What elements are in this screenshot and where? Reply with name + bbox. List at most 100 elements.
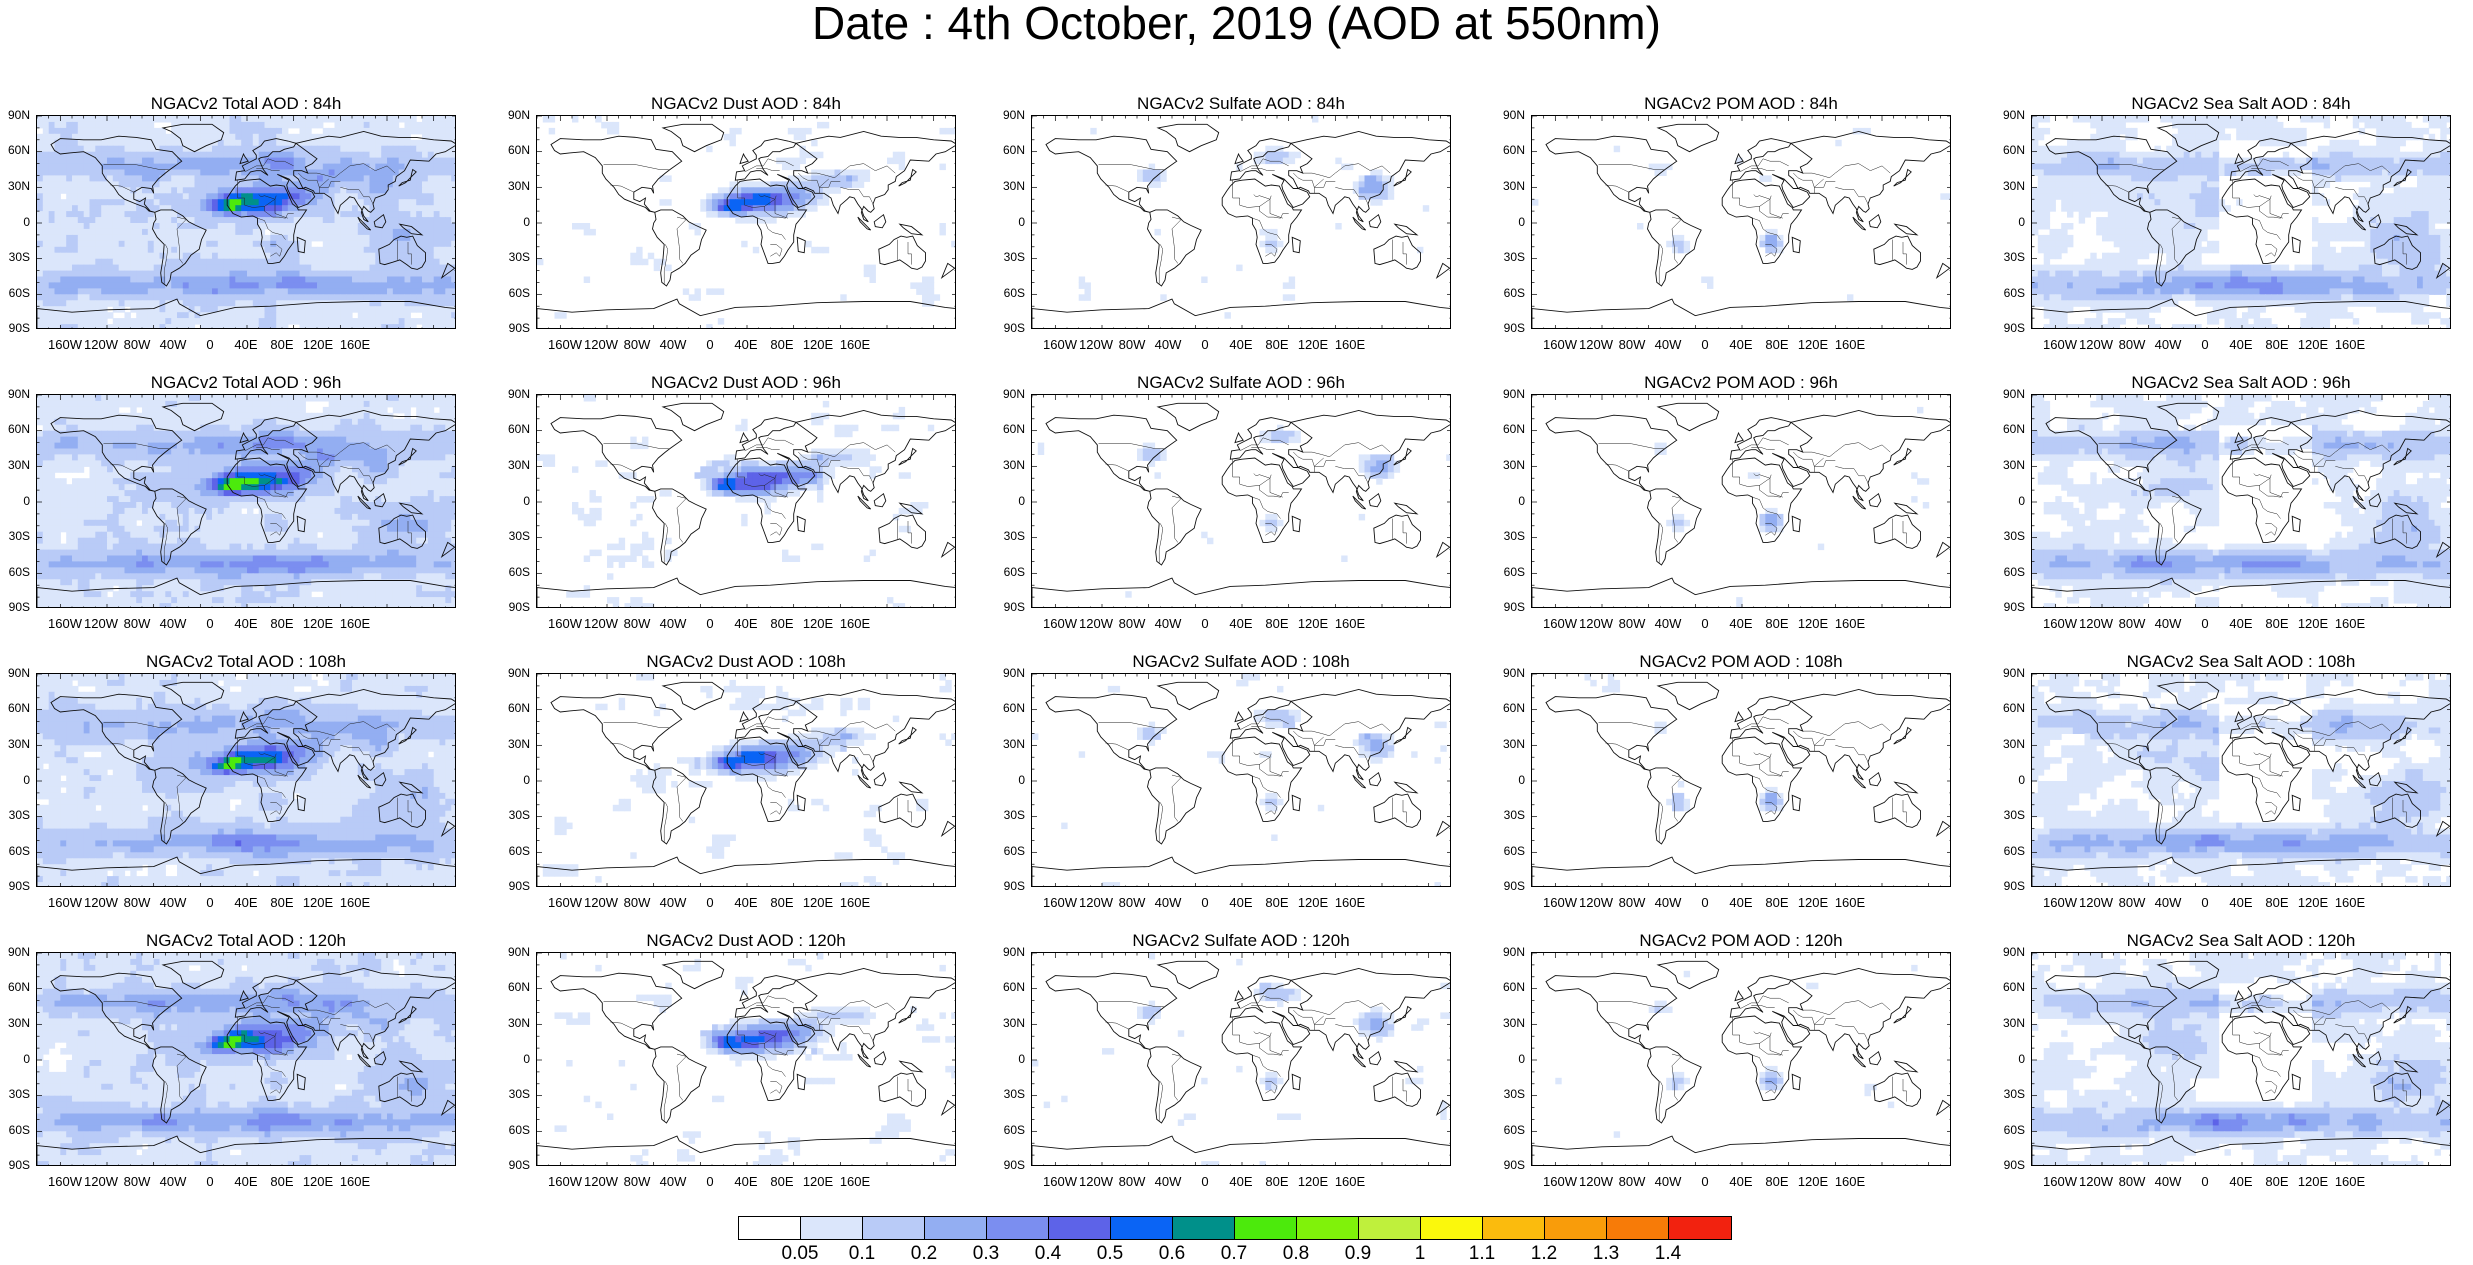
lon-tick-label: 80W [2119,1174,2146,1189]
lon-tick-label: 160E [1835,1174,1865,1189]
lat-tick-label: 90S [995,600,1025,614]
lon-tick-label: 160W [48,616,82,631]
aod-field [1032,953,1451,1166]
lat-tick-label: 90S [500,600,530,614]
panel-title: NGACv2 Sulfate AOD : 96h [1031,373,1451,393]
lat-tick-label: 30N [0,458,30,472]
lon-tick-label: 120W [2079,616,2113,631]
lat-tick-label: 30S [500,250,530,264]
lat-tick-label: 60N [995,980,1025,994]
axis-ticks [1532,953,1951,1166]
colorbar-swatch [1421,1217,1483,1239]
lat-tick-label: 0 [1495,494,1525,508]
lat-tick-label: 30N [1995,179,2025,193]
lon-tick-label: 80E [270,616,293,631]
lon-tick-label: 120W [1079,895,1113,910]
lon-tick-label: 40E [2229,616,2252,631]
world-map [1532,395,1951,608]
colorbar-swatch [1297,1217,1359,1239]
lon-tick-label: 160W [2043,895,2077,910]
lat-tick-label: 60N [500,980,530,994]
map-frame [1031,673,1451,887]
lon-tick-label: 120E [1798,616,1828,631]
lon-tick-label: 120E [803,895,833,910]
lon-tick-label: 40W [2155,895,2182,910]
lon-tick-label: 40E [2229,1174,2252,1189]
coastlines [1032,403,1451,608]
lon-tick-label: 80E [1765,1174,1788,1189]
lat-tick-label: 90N [1495,666,1525,680]
colorbar-swatch [987,1217,1049,1239]
lon-tick-label: 80W [1619,337,1646,352]
lat-tick-label: 60S [0,844,30,858]
lat-tick-label: 30S [995,250,1025,264]
aod-field [2032,674,2451,887]
lat-tick-label: 60N [1995,143,2025,157]
lon-tick-label: 120W [2079,1174,2113,1189]
world-map [2032,116,2451,329]
lat-tick-label: 90N [0,666,30,680]
lon-tick-label: 40W [1155,1174,1182,1189]
lat-tick-label: 0 [1995,215,2025,229]
aod-field [2032,395,2451,608]
lon-tick-label: 120W [84,337,118,352]
lat-tick-label: 0 [500,215,530,229]
lon-tick-label: 120E [1798,337,1828,352]
lon-tick-label: 40W [2155,1174,2182,1189]
colorbar-label: 1.3 [1593,1243,1619,1265]
lon-tick-label: 160W [1543,895,1577,910]
lon-tick-label: 40W [1155,895,1182,910]
lon-tick-label: 160W [1043,337,1077,352]
lat-tick-label: 60N [0,422,30,436]
lon-tick-label: 80E [1265,337,1288,352]
lat-tick-label: 30S [1995,808,2025,822]
lon-tick-label: 120W [584,616,618,631]
lon-tick-label: 0 [2201,1174,2208,1189]
panel-title: NGACv2 POM AOD : 108h [1531,652,1951,672]
lon-tick-label: 120W [1579,895,1613,910]
lon-tick-label: 80W [124,1174,151,1189]
colorbar-swatch [1607,1217,1669,1239]
lat-tick-label: 90N [1495,945,1525,959]
lat-tick-label: 90S [1995,321,2025,335]
map-frame [536,673,956,887]
colorbar-label: 1.1 [1469,1243,1495,1265]
world-map [37,674,456,887]
lat-tick-label: 60N [0,143,30,157]
colorbar-label: 0.7 [1221,1243,1247,1265]
lat-tick-label: 90N [1995,387,2025,401]
lon-tick-label: 80E [1265,616,1288,631]
colorbar-swatch [801,1217,863,1239]
world-map [37,953,456,1166]
aod-field [1555,965,1917,1138]
lon-tick-label: 120E [303,616,333,631]
lat-tick-label: 30N [1495,458,1525,472]
lon-tick-label: 40W [660,616,687,631]
map-frame [1531,115,1951,329]
lat-tick-label: 30S [1495,808,1525,822]
map-frame [1531,394,1951,608]
lat-tick-label: 30N [1995,1016,2025,1030]
colorbar [738,1216,1732,1240]
colorbar-label: 0.5 [1097,1243,1123,1265]
lat-tick-label: 90N [500,387,530,401]
lat-tick-label: 90S [1495,321,1525,335]
axis-ticks [1032,116,1451,329]
panel-title: NGACv2 Sea Salt AOD : 84h [2031,94,2451,114]
lat-tick-label: 0 [0,494,30,508]
aod-field [537,116,956,329]
lat-tick-label: 60S [500,844,530,858]
lat-tick-label: 60S [995,286,1025,300]
colorbar-label: 0.8 [1283,1243,1309,1265]
lat-tick-label: 30N [0,1016,30,1030]
lon-tick-label: 160E [1835,616,1865,631]
colorbar-label: 1 [1415,1243,1426,1265]
panel-title: NGACv2 POM AOD : 120h [1531,931,1951,951]
lon-tick-label: 40W [160,895,187,910]
lon-tick-label: 0 [2201,616,2208,631]
lat-tick-label: 0 [500,1052,530,1066]
panel-title: NGACv2 Dust AOD : 108h [536,652,956,672]
coastlines [1532,124,1951,329]
